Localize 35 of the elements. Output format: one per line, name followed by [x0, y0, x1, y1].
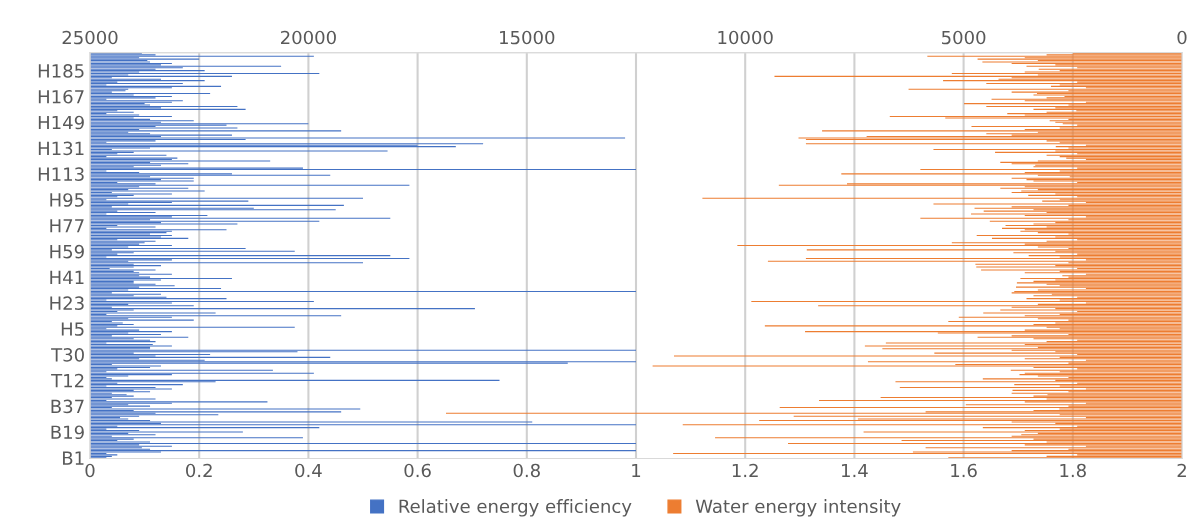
y-tick-label: H113 [38, 167, 84, 181]
x-tick-label: 0 [85, 463, 95, 478]
x-tick-label: 0.2 [186, 463, 212, 478]
y-tick-label: H149 [38, 115, 84, 130]
x-tick-label: 0.6 [404, 463, 431, 478]
y-tick-label: B37 [51, 399, 84, 414]
y-tick-label: B19 [51, 425, 84, 440]
y-tick-label: H167 [38, 89, 84, 104]
x-tick-label: 1.8 [1060, 463, 1086, 478]
legend-label: Relative energy efficiency [399, 499, 632, 517]
y-tick-label: T30 [51, 347, 84, 362]
y-tick-label: H95 [50, 193, 84, 207]
x2-tick-label: 10000 [718, 30, 773, 45]
x2-tick-label: 15000 [500, 30, 555, 45]
y-tick-label: B1 [63, 451, 84, 465]
x-tick-label: 0.4 [295, 463, 322, 478]
x2-tick-label: 20000 [281, 30, 336, 45]
x-tick-label: 1 [632, 463, 641, 478]
x-tick-label: 0.8 [513, 463, 540, 478]
y-tick-label: H59 [50, 244, 84, 259]
y-tick-label: H41 [50, 270, 84, 284]
x2-tick-label: 5000 [942, 30, 986, 45]
y-tick-label: H23 [50, 296, 84, 311]
y-tick-label: T12 [51, 373, 84, 388]
y-tick-label: H5 [61, 322, 84, 336]
y-tick-label: H185 [38, 64, 84, 78]
x-tick-label: 1.4 [842, 463, 868, 478]
y-tick-label: H131 [38, 141, 84, 156]
x-tick-label: 2 [1177, 463, 1186, 478]
x-tick-label: 1.6 [951, 463, 977, 478]
legend-label: Water energy intensity [695, 499, 901, 517]
y-tick-label: H77 [50, 219, 84, 233]
x-tick-label: 1.2 [732, 463, 758, 478]
x2-tick-label: 25000 [62, 30, 118, 45]
x2-tick-label: 0 [1177, 30, 1187, 45]
